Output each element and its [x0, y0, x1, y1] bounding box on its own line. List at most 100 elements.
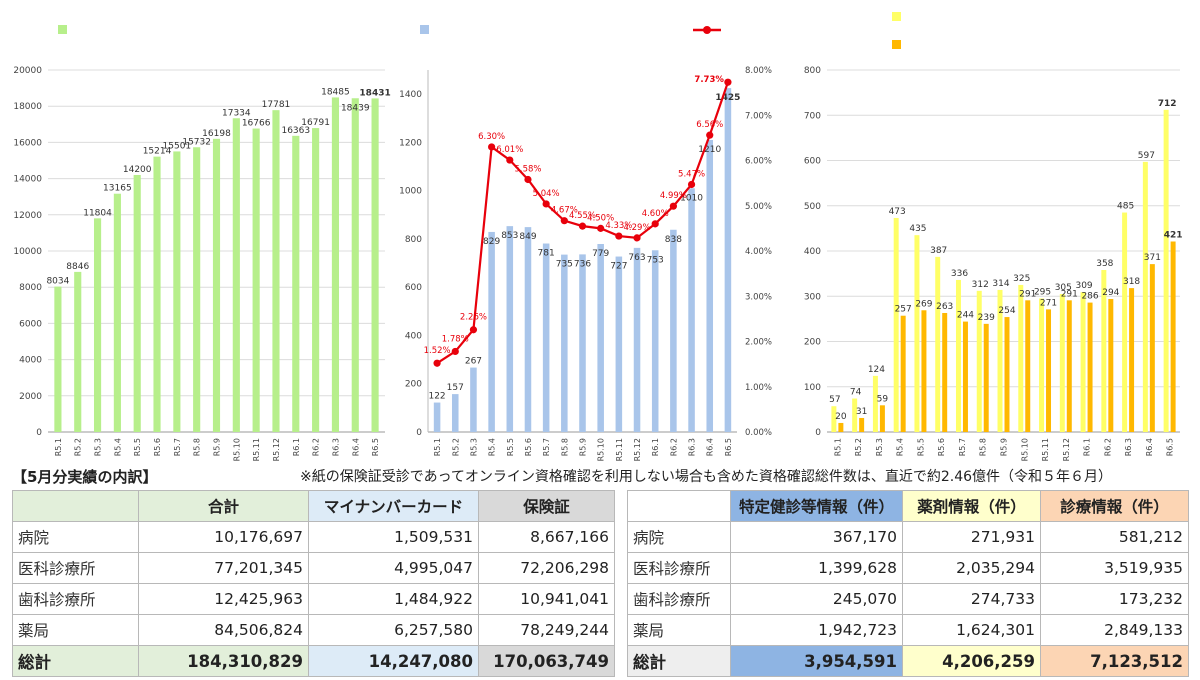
- data-label: 244: [957, 311, 974, 321]
- bar-online: [292, 135, 300, 432]
- legend-myna-swatch: [420, 25, 429, 34]
- total-label: 総計: [627, 645, 731, 677]
- y-tick-label: 400: [405, 331, 422, 341]
- data-label: 325: [1013, 274, 1030, 284]
- x-tick-label: R5.6: [153, 438, 162, 456]
- x-tick-label: R5.11: [252, 438, 261, 461]
- bar-drug: [831, 406, 837, 432]
- cell-checkup: 1,942,723: [730, 614, 903, 646]
- x-tick-label: R5.5: [133, 438, 142, 456]
- bar-drug: [955, 279, 961, 432]
- bar-online: [272, 110, 280, 432]
- x-tick-label: R5.4: [896, 438, 905, 456]
- bar-drug: [1080, 292, 1086, 432]
- data-label: 735: [556, 260, 573, 270]
- data-label: 271: [1040, 298, 1057, 308]
- table-row: 医科診療所 1,399,628 2,035,294 3,519,935: [627, 552, 1189, 584]
- row-label: 薬局: [12, 614, 139, 646]
- x-tick-label: R6.5: [1166, 438, 1175, 456]
- y-tick-label: 1400: [399, 90, 422, 100]
- x-tick-label: R5.3: [875, 438, 884, 456]
- y-tick-label: 400: [804, 247, 821, 257]
- y2-tick-label: 6.00%: [745, 157, 772, 167]
- y-tick-label: 500: [804, 202, 821, 212]
- data-label: 295: [1034, 288, 1051, 298]
- x-tick-label: R5.5: [916, 438, 925, 456]
- bar-myna: [670, 229, 677, 432]
- rate-label: 2.26%: [460, 313, 487, 323]
- x-tick-label: R5.10: [232, 438, 241, 461]
- rate-label: 4.99%: [660, 191, 687, 201]
- data-label: 1425: [715, 93, 740, 103]
- table-header-row: 合計 マイナンバーカード 保険証: [12, 490, 615, 522]
- data-label: 314: [992, 279, 1009, 289]
- x-tick-label: R5.7: [958, 438, 967, 456]
- x-tick-label: R6.1: [1083, 438, 1092, 456]
- cell-drug: 1,624,301: [902, 614, 1041, 646]
- table-row: 医科診療所 77,201,345 4,995,047 72,206,298: [12, 552, 615, 584]
- x-tick-label: R6.5: [724, 438, 733, 456]
- data-label: 57: [829, 395, 840, 405]
- y-tick-label: 600: [405, 283, 422, 293]
- bar-online: [351, 98, 359, 433]
- x-tick-label: R6.4: [1145, 438, 1154, 456]
- bar-online: [331, 97, 340, 432]
- data-label: 838: [665, 235, 682, 245]
- cell-insurance: 10,941,041: [478, 583, 615, 615]
- data-label: 74: [850, 388, 862, 398]
- cell-total: 12,425,963: [138, 583, 309, 615]
- legend-rate-marker: [703, 26, 711, 34]
- x-tick-label: R5.9: [1000, 438, 1009, 456]
- data-label: 59: [877, 394, 889, 404]
- bar-myna: [524, 227, 532, 432]
- x-tick-label: R5.10: [597, 438, 606, 461]
- data-label: 17334: [222, 108, 251, 118]
- data-label: 157: [447, 383, 464, 393]
- row-label: 歯科診療所: [627, 583, 731, 615]
- x-tick-label: R5.8: [979, 438, 988, 456]
- rate-point: [706, 131, 714, 139]
- y-tick-label: 18000: [13, 102, 42, 112]
- bar-myna: [470, 367, 477, 432]
- x-tick-label: R6.1: [292, 438, 301, 456]
- table-row: 病院 367,170 271,931 581,212: [627, 521, 1189, 553]
- total-note: ※紙の保険証受診であってオンライン資格確認を利用しない場合も含めた資格確認総件数…: [300, 469, 1113, 485]
- rate-label: 6.56%: [696, 120, 723, 130]
- rate-point: [488, 143, 496, 151]
- header-drug-info: 薬剤情報（件）: [902, 490, 1041, 522]
- rate-label: 4.33%: [605, 221, 632, 231]
- rate-label: 5.47%: [678, 169, 705, 179]
- bar-medical: [1004, 317, 1010, 432]
- header-empty: [12, 490, 139, 522]
- bar-myna: [542, 243, 550, 432]
- bar-drug: [1101, 270, 1107, 432]
- bar-online: [74, 271, 82, 432]
- x-tick-label: R5.2: [74, 438, 83, 456]
- row-label: 薬局: [627, 614, 731, 646]
- rate-point: [687, 180, 696, 189]
- x-tick-label: R6.5: [371, 438, 380, 456]
- y2-tick-label: 8.00%: [745, 66, 772, 76]
- x-tick-label: R5.1: [833, 438, 842, 456]
- data-label: 15501: [163, 141, 192, 151]
- data-label: 1010: [680, 193, 703, 203]
- y2-tick-label: 4.00%: [745, 247, 772, 257]
- bar-drug: [914, 235, 920, 432]
- rate-label: 4.50%: [587, 213, 614, 223]
- x-tick-label: R5.4: [113, 438, 122, 456]
- header-empty: [627, 490, 731, 522]
- data-label: 286: [1081, 292, 1098, 302]
- data-label: 14200: [123, 165, 152, 175]
- bar-myna: [651, 250, 659, 432]
- cell-checkup: 367,170: [730, 521, 903, 553]
- rate-label: 5.04%: [533, 189, 560, 199]
- bar-drug: [852, 398, 858, 432]
- x-tick-label: R5.7: [542, 438, 551, 456]
- data-label: 20: [835, 412, 847, 422]
- data-label: 15732: [182, 137, 211, 147]
- x-tick-label: R5.2: [854, 438, 863, 456]
- rate-point: [615, 232, 623, 240]
- y-tick-label: 100: [804, 383, 821, 393]
- data-label: 473: [889, 207, 906, 217]
- header-mynumber-card: マイナンバーカード: [308, 490, 479, 522]
